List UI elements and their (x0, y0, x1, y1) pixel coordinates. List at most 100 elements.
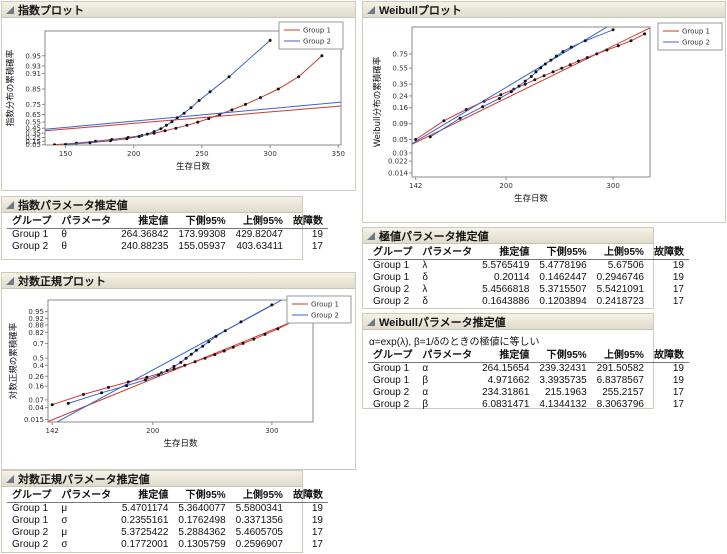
y-tick-label: 0.09 (392, 120, 408, 128)
disclosure-triangle-icon[interactable] (5, 200, 15, 210)
table-cell: 6.8378567 (596, 375, 644, 386)
data-point (164, 123, 168, 127)
legend-label: Group 2 (303, 38, 331, 46)
table-cell: σ (61, 515, 68, 526)
y-tick-label: 0.07 (28, 396, 44, 404)
column-header: パラメータ (417, 247, 478, 260)
table-cell: 19 (672, 375, 684, 386)
table-cell: 429.82047 (235, 229, 283, 240)
data-point (203, 356, 207, 360)
table-header-row: グループ パラメータ 推定値 下側95% 上側95% 故障数 (7, 216, 328, 229)
extreme-value-parameters-table: グループ パラメータ 推定値 下側95% 上側95% 故障数 Group 1 λ 5.57654… (368, 247, 689, 308)
table-header-row: グループ パラメータ 推定値 下側95% 上側95% 故障数 (7, 490, 328, 503)
data-point (172, 364, 176, 368)
data-point (230, 108, 234, 112)
panel-lognormal-params: 対数正規パラメータ推定値 グループ パラメータ 推定値 下側95% 上側95% 故障数 Gr… (1, 470, 328, 553)
data-point (159, 127, 163, 131)
legend: Group 1 Group 2 (286, 295, 352, 324)
plot-area (44, 30, 342, 146)
table-cell: 264.36842 (121, 229, 169, 240)
table-cell: Group 2 (12, 539, 49, 550)
table-cell: 17 (311, 527, 323, 538)
data-point (241, 341, 245, 345)
table-cell: Group 1 (373, 363, 410, 374)
data-point (137, 135, 141, 138)
panel-weibull-plot: Weibullプロット 0.75 0.55 0.35 0.24 0.16 0.09 0.05… (362, 1, 726, 223)
disclosure-triangle-icon[interactable] (366, 5, 376, 15)
disclosure-triangle-icon[interactable] (366, 317, 376, 327)
table-cell: 5.3725422 (121, 527, 169, 538)
panel-header-weibull-plot[interactable]: Weibullプロット (363, 2, 725, 18)
table-cell: 19 (311, 503, 323, 514)
table-cell: 5.5765419 (482, 260, 530, 271)
table-row: Group 2 α 234.31861 215.1963 255.2157 17 (368, 387, 689, 399)
data-point (183, 363, 187, 367)
data-point (50, 403, 54, 407)
table-cell: Group 1 (373, 375, 410, 386)
table-row: Group 2 β 6.0831471 4.1344132 8.3063796 17 (368, 399, 689, 411)
table-cell: λ (422, 284, 428, 295)
table-cell: 19 (672, 260, 684, 271)
data-point (523, 82, 527, 86)
table-cell: Group 2 (373, 387, 410, 398)
data-point (268, 38, 272, 42)
table-cell: 0.2418723 (596, 296, 644, 307)
data-point (549, 58, 553, 62)
data-point (517, 84, 521, 88)
table-header-row: グループ パラメータ 推定値 下側95% 上側95% 故障数 (368, 350, 689, 363)
data-point (208, 90, 212, 94)
y-tick-label: 0.93 (25, 62, 41, 70)
data-point (207, 340, 211, 344)
panel-header-exponential-params[interactable]: 指数パラメータ推定値 (2, 197, 302, 213)
table-header-row: グループ パラメータ 推定値 下側95% 上側95% 故障数 (368, 247, 689, 260)
table-row: Group 1 θ 264.36842 173.99308 429.82047 19 (7, 229, 328, 242)
table-row: Group 1 λ 5.5765419 5.4778196 5.67506 19 (368, 260, 689, 273)
data-point (542, 74, 546, 78)
data-point (568, 63, 572, 67)
legend: Group 1 Group 2 (657, 22, 723, 51)
panel-header-exponential-plot[interactable]: 指数プロット (2, 2, 355, 18)
data-point (163, 129, 167, 133)
table-cell: 5.3640077 (178, 503, 226, 514)
panel-header-weibull-params[interactable]: Weibullパラメータ推定値 (363, 314, 653, 330)
column-header: 上側95% (230, 490, 288, 503)
panel-header-lognormal-plot[interactable]: 対数正規プロット (2, 273, 355, 289)
lognormal-parameters-table: グループ パラメータ 推定値 下側95% 上側95% 故障数 Group 1 μ 5.47011… (7, 490, 328, 551)
panel-weibull-params: Weibullパラメータ推定値 α=exp(λ), β=1/δのときの極値に等し… (362, 313, 689, 410)
data-point (66, 401, 70, 405)
column-header: 下側95% (534, 247, 592, 260)
table-cell: Group 1 (373, 272, 410, 283)
legend-label: Group 2 (682, 39, 710, 47)
table-cell: 403.63411 (236, 241, 283, 252)
y-tick-label: 0.95 (28, 308, 44, 316)
table-cell: 0.1305759 (178, 539, 226, 550)
data-point (611, 28, 615, 32)
disclosure-triangle-icon[interactable] (366, 231, 376, 241)
series-group-2 (55, 300, 283, 422)
table-cell: α (422, 387, 429, 398)
disclosure-triangle-icon[interactable] (5, 5, 15, 15)
table-cell: 17 (311, 241, 323, 252)
y-tick-label: 0.35 (392, 81, 408, 89)
y-tick-label: 0.91 (25, 70, 41, 78)
data-point (207, 117, 211, 121)
column-header: 上側95% (230, 216, 288, 229)
panel-exponential-params: 指数パラメータ推定値 グループ パラメータ 推定値 下側95% 上側95% 故障数 Grou… (1, 196, 328, 260)
column-header: 推定値 (116, 216, 174, 229)
disclosure-triangle-icon[interactable] (5, 276, 15, 286)
table-cell: 264.15654 (482, 363, 530, 374)
panel-header-lognormal-params[interactable]: 対数正規パラメータ推定値 (2, 471, 302, 487)
y-tick-label: 0.45 (25, 125, 41, 133)
table-cell: 173.99308 (178, 229, 226, 240)
panel-header-extreme-params[interactable]: 極値パラメータ推定値 (363, 228, 653, 244)
data-point (182, 111, 186, 115)
y-tick-label: 0.85 (25, 86, 41, 94)
data-point (259, 96, 262, 100)
table-cell: 0.2596907 (235, 539, 283, 550)
x-tick-label: 300 (606, 182, 619, 190)
series-group-1 (45, 54, 341, 145)
table-cell: Group 2 (373, 296, 410, 307)
disclosure-triangle-icon[interactable] (5, 474, 15, 484)
table-cell: Group 2 (373, 284, 410, 295)
table-cell: 0.2946746 (596, 272, 644, 283)
